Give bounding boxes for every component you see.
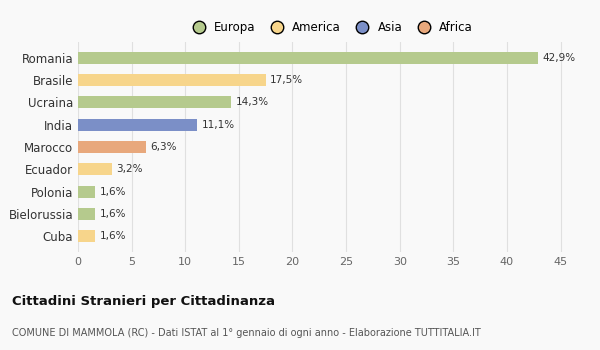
Bar <box>78 186 95 198</box>
Bar <box>78 163 112 175</box>
Text: 42,9%: 42,9% <box>542 53 575 63</box>
Text: Cittadini Stranieri per Cittadinanza: Cittadini Stranieri per Cittadinanza <box>12 294 275 308</box>
Text: 3,2%: 3,2% <box>116 164 143 174</box>
Bar <box>78 141 146 153</box>
Text: 1,6%: 1,6% <box>100 209 126 219</box>
Bar <box>78 96 232 108</box>
Text: 1,6%: 1,6% <box>100 187 126 197</box>
Text: 6,3%: 6,3% <box>150 142 176 152</box>
Text: 11,1%: 11,1% <box>202 120 235 130</box>
Bar <box>78 74 266 86</box>
Text: 1,6%: 1,6% <box>100 231 126 241</box>
Text: COMUNE DI MAMMOLA (RC) - Dati ISTAT al 1° gennaio di ogni anno - Elaborazione TU: COMUNE DI MAMMOLA (RC) - Dati ISTAT al 1… <box>12 328 481 338</box>
Bar <box>78 51 538 64</box>
Text: 17,5%: 17,5% <box>270 75 303 85</box>
Bar <box>78 119 197 131</box>
Legend: Europa, America, Asia, Africa: Europa, America, Asia, Africa <box>182 16 478 39</box>
Bar <box>78 208 95 220</box>
Text: 14,3%: 14,3% <box>236 97 269 107</box>
Bar <box>78 230 95 243</box>
